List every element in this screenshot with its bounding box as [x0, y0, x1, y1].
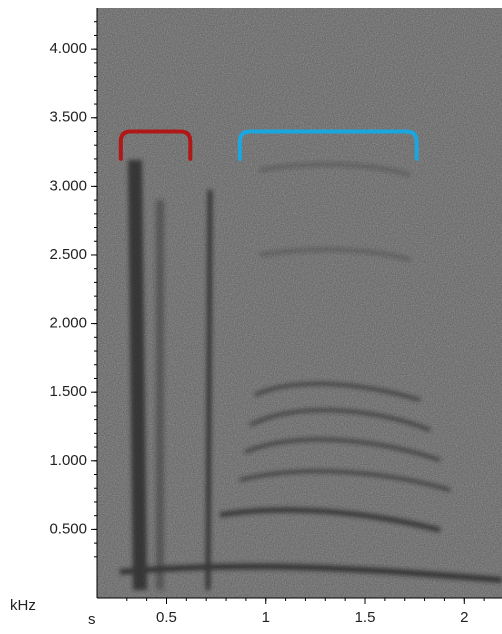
x-tick-label: 1.5	[355, 609, 376, 626]
x-axis-label: s	[88, 611, 96, 628]
y-tick-label: 3.500	[49, 109, 87, 126]
y-tick-label: 2.500	[49, 246, 87, 263]
y-tick-label: 4.000	[49, 40, 87, 57]
y-tick-label: 2.000	[49, 315, 87, 332]
x-tick-label: 1	[262, 609, 270, 626]
x-tick-label: 2	[460, 609, 468, 626]
y-tick-label: 1.500	[49, 383, 87, 400]
y-tick-label: 3.000	[49, 177, 87, 194]
x-tick-label: 0.5	[156, 609, 177, 626]
spectrogram-image	[97, 8, 502, 598]
y-axis-label: kHz	[10, 597, 36, 614]
y-tick-label: 1.000	[49, 452, 87, 469]
chart: kHz s 0.500 1.000 1.500 2.000 2.500 3.000 3.50…	[0, 0, 502, 629]
y-tick-label: 0.500	[49, 520, 87, 537]
